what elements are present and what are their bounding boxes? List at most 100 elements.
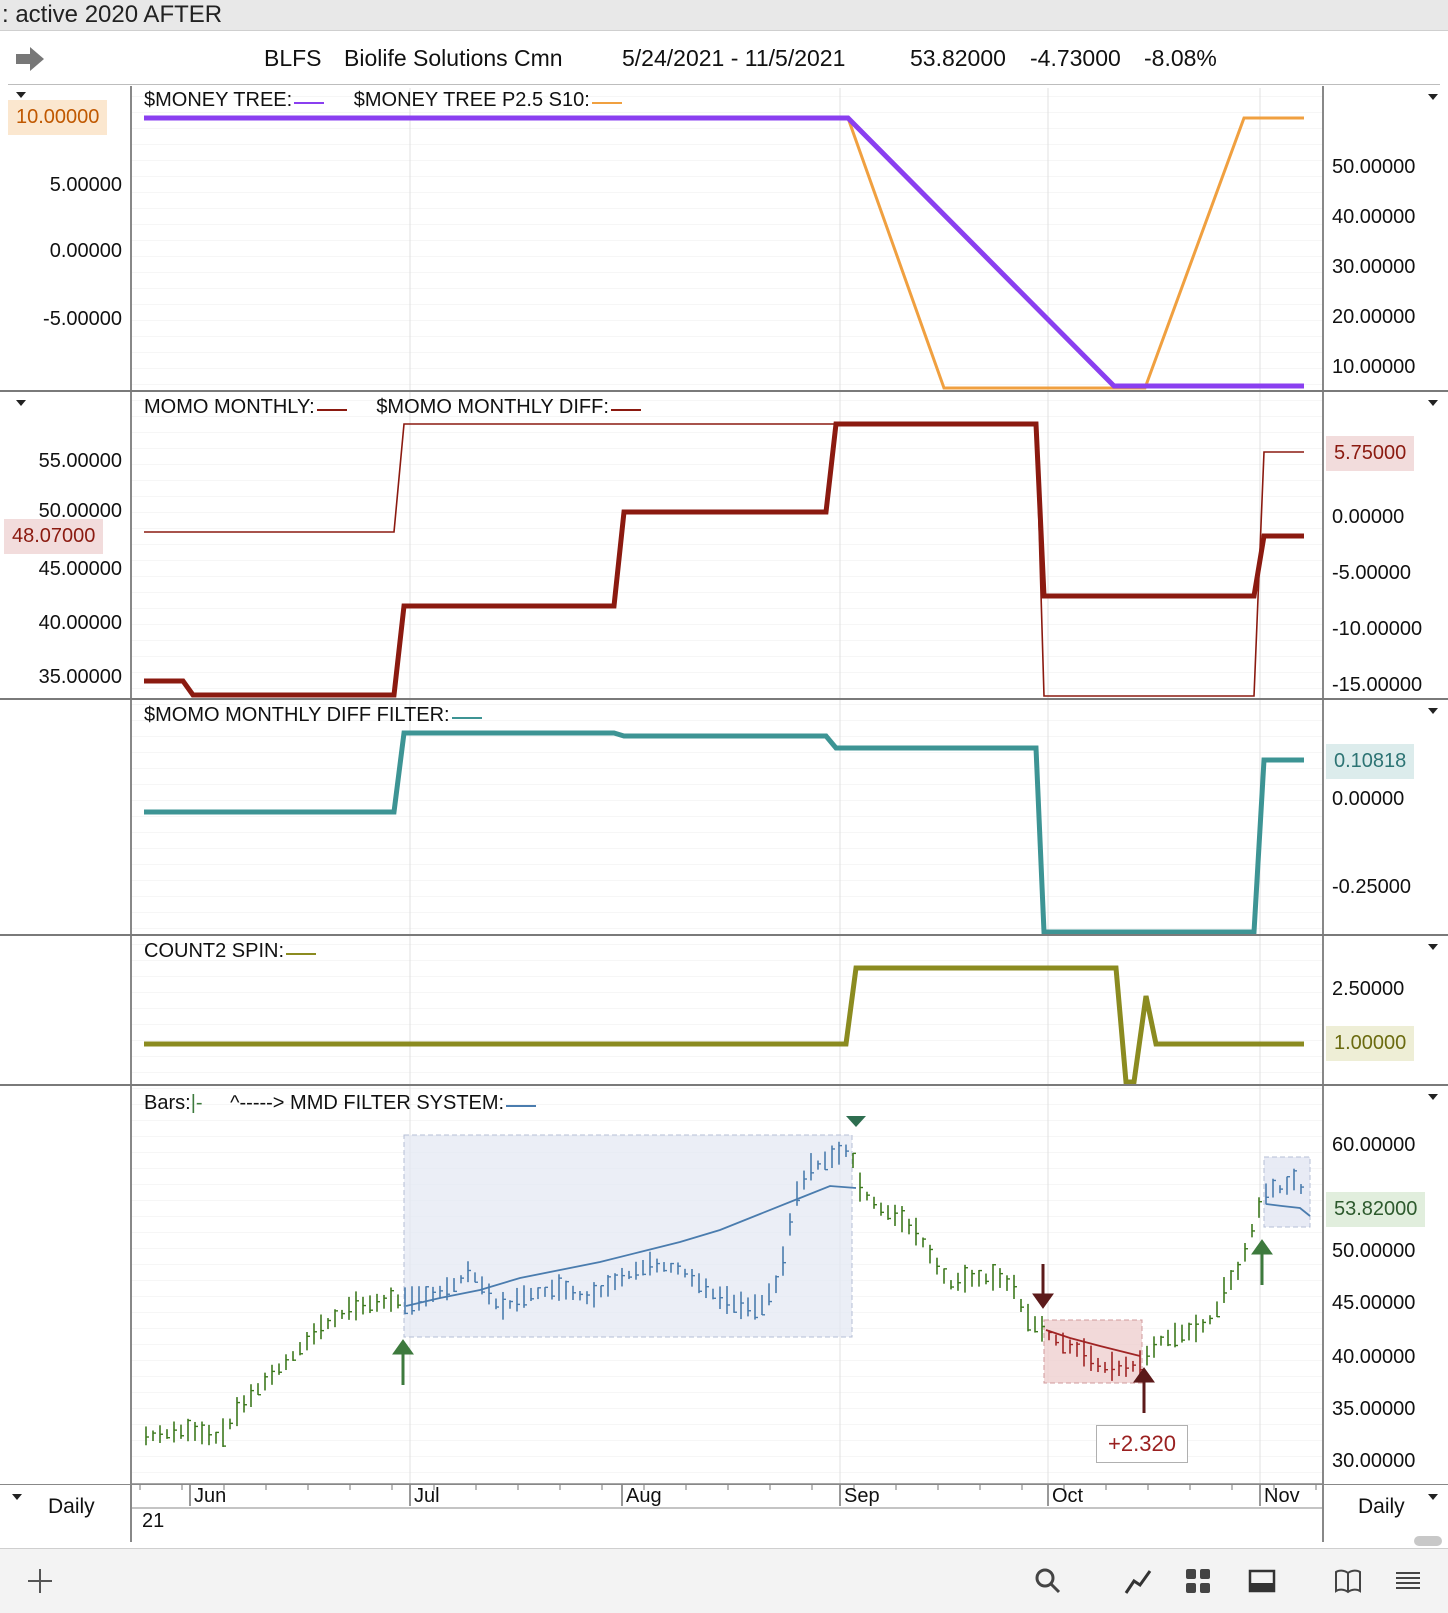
right-tick: 20.00000: [1332, 306, 1416, 328]
pane-separator[interactable]: [0, 698, 1448, 700]
pane-menu-icon[interactable]: [1428, 400, 1438, 406]
money-tree-value-tag: 10.00000: [8, 100, 108, 135]
money-tree-p25-title: $MONEY TREE P2.5 S10:: [353, 89, 590, 111]
panel-icon[interactable]: [1248, 1567, 1276, 1595]
bottom-toolbar: [0, 1548, 1448, 1613]
period-selector-right[interactable]: Daily: [1358, 1495, 1405, 1518]
month-label: Sep: [844, 1485, 880, 1507]
right-tick: 40.00000: [1332, 206, 1416, 228]
momo-monthly-title: MOMO MONTHLY:: [144, 396, 315, 418]
right-tick: 40.00000: [1332, 1346, 1416, 1368]
last-price-tag: 53.82000: [1326, 1192, 1426, 1227]
left-tick: 55.00000: [38, 450, 122, 472]
month-label: Jul: [414, 1485, 440, 1507]
right-axis-column[interactable]: [1322, 86, 1448, 1542]
pane-separator[interactable]: [0, 390, 1448, 392]
left-tick: 40.00000: [38, 612, 122, 634]
price-change: -4.73000: [1030, 45, 1121, 71]
pane-menu-icon[interactable]: [1428, 1094, 1438, 1100]
month-label: Jun: [194, 1485, 227, 1507]
left-tick: 35.00000: [38, 666, 122, 688]
left-tick: 5.00000: [49, 174, 122, 196]
mmd-filter-line-1: [405, 1185, 857, 1307]
right-tick: -5.00000: [1332, 562, 1411, 584]
pane-separator[interactable]: [0, 934, 1448, 936]
window-title: : active 2020 AFTER: [2, 1, 223, 28]
symbol: BLFS: [264, 45, 322, 71]
count2-title: COUNT2 SPIN:: [144, 940, 285, 962]
line-chart-icon[interactable]: [1124, 1567, 1152, 1595]
book-icon[interactable]: [1334, 1567, 1362, 1595]
momo-monthly-line: [144, 421, 1304, 698]
bars-symbol: |-: [190, 1092, 203, 1114]
momo-filter-line: [144, 730, 1304, 935]
right-tick: 50.00000: [1332, 156, 1416, 178]
month-label: Aug: [626, 1485, 662, 1507]
company-name: Biolife Solutions Cmn: [344, 45, 563, 71]
chart-header: [0, 31, 1448, 85]
right-tick: 35.00000: [1332, 1398, 1416, 1420]
month-label: Nov: [1264, 1485, 1300, 1507]
year-label: 21: [142, 1510, 165, 1532]
window-titlebar: : active 2020 AFTER: [0, 0, 1448, 31]
horizontal-scrollbar[interactable]: [1414, 1536, 1442, 1546]
pane-menu-icon[interactable]: [16, 92, 26, 98]
menu-icon[interactable]: [1394, 1567, 1422, 1595]
right-tick: 2.50000: [1332, 978, 1405, 1000]
bars-title: Bars:: [144, 1092, 191, 1114]
date-range: 5/24/2021 - 11/5/2021: [622, 45, 846, 71]
period-menu-icon[interactable]: [12, 1494, 22, 1500]
forward-arrow-icon[interactable]: [14, 45, 46, 73]
right-tick: 0.00000: [1332, 788, 1405, 810]
search-icon[interactable]: [1034, 1567, 1062, 1595]
count2-spin-line: [144, 965, 1304, 1085]
left-tick: 45.00000: [38, 558, 122, 580]
right-tick: 50.00000: [1332, 1240, 1416, 1262]
bars-legend: Bars:|- ^-----> MMD FILTER SYSTEM:: [144, 1092, 537, 1115]
plus-icon[interactable]: [26, 1567, 54, 1595]
pane-menu-icon[interactable]: [1428, 708, 1438, 714]
trade-box-short: [1043, 1319, 1143, 1384]
buy-arrow-2-icon: [1251, 1239, 1273, 1285]
cover-arrow-icon: [1133, 1367, 1155, 1413]
right-tick: 10.00000: [1332, 356, 1416, 378]
period-menu-icon[interactable]: [1428, 1494, 1438, 1500]
pane-separator[interactable]: [0, 1084, 1448, 1086]
trade-box-long-1: [403, 1134, 853, 1338]
pane-menu-icon[interactable]: [1428, 94, 1438, 100]
month-label: Oct: [1052, 1485, 1084, 1507]
axis-separator: [0, 1484, 1448, 1485]
price-change-pct: -8.08%: [1144, 45, 1217, 71]
left-tick: 50.00000: [38, 500, 122, 522]
momo-filter-value-tag: 0.10818: [1326, 744, 1415, 779]
right-tick: 0.00000: [1332, 506, 1405, 528]
left-axis-column[interactable]: [0, 86, 132, 1542]
momo-filter-title: $MOMO MONTHLY DIFF FILTER:: [144, 704, 450, 726]
pane-menu-icon[interactable]: [16, 400, 26, 406]
momo-monthly-legend: MOMO MONTHLY: $MOMO MONTHLY DIFF:: [144, 396, 641, 419]
count2-legend: COUNT2 SPIN:: [144, 940, 317, 963]
right-tick: 45.00000: [1332, 1292, 1416, 1314]
momo-monthly-value-tag: 48.07000: [4, 519, 104, 554]
header-divider: [8, 84, 1440, 85]
momo-filter-legend: $MOMO MONTHLY DIFF FILTER:: [144, 704, 482, 727]
last-price: 53.82000: [910, 45, 1006, 71]
right-tick: -10.00000: [1332, 618, 1423, 640]
mmd-filter-line-short: [1045, 1329, 1141, 1357]
momo-monthly-diff-title: $MOMO MONTHLY DIFF:: [376, 396, 609, 418]
right-tick: 30.00000: [1332, 1450, 1416, 1472]
pane-menu-icon[interactable]: [1428, 944, 1438, 950]
right-tick: 60.00000: [1332, 1134, 1416, 1156]
momo-diff-value-tag: 5.75000: [1326, 436, 1415, 471]
left-tick: -5.00000: [43, 308, 122, 330]
grid-icon[interactable]: [1184, 1567, 1212, 1595]
time-axis-ticks: [139, 1484, 1317, 1490]
right-tick: 30.00000: [1332, 256, 1416, 278]
exit-marker-icon: [846, 1116, 866, 1127]
trade-result-badge: +2.320: [1096, 1425, 1188, 1463]
money-tree-line: [144, 115, 1304, 389]
period-selector-left[interactable]: Daily: [48, 1495, 95, 1518]
sell-arrow-icon: [1032, 1264, 1054, 1309]
left-tick: 0.00000: [49, 240, 122, 262]
